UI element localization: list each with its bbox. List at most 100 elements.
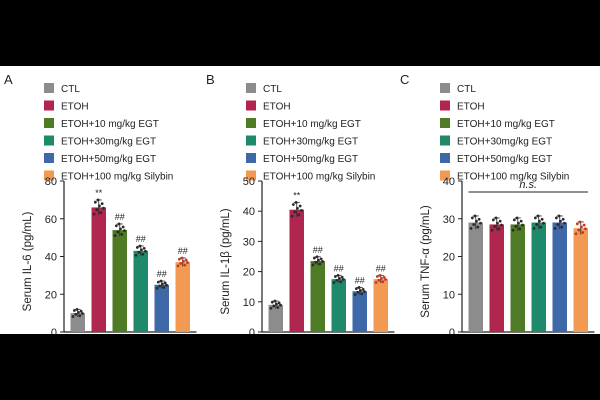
y-tick-label: 30 [443, 214, 455, 226]
panel-letter: C [400, 72, 409, 87]
data-point [378, 273, 382, 277]
data-point [473, 214, 477, 218]
data-point [382, 275, 386, 279]
legend-label: ETOH+100 mg/kg Silybin [457, 172, 569, 183]
data-point [338, 276, 341, 280]
data-point [554, 216, 558, 220]
data-point [117, 222, 121, 226]
y-tick-label: 40 [45, 252, 57, 264]
legend-swatch [246, 100, 256, 111]
data-point [538, 219, 541, 223]
data-point [475, 219, 478, 223]
data-point [353, 293, 357, 297]
data-point [96, 198, 100, 202]
legend-label: ETOH+30mg/kg EGT [263, 137, 358, 148]
data-point [319, 257, 323, 261]
data-point [100, 202, 104, 206]
data-point [294, 200, 298, 204]
bar [331, 279, 346, 332]
data-point [74, 312, 78, 316]
data-point [533, 216, 537, 220]
y-tick-label: 0 [249, 327, 255, 334]
data-point [479, 221, 482, 225]
data-point [354, 287, 358, 290]
data-point [574, 232, 578, 236]
data-point [138, 244, 142, 248]
data-point [114, 224, 118, 228]
legend-swatch [44, 135, 54, 146]
data-point [116, 230, 120, 234]
y-tick-label: 0 [51, 327, 57, 334]
legend-label: ETOH+10 mg/kg EGT [457, 119, 555, 130]
data-point [119, 227, 122, 231]
panel-a: A CTL ETOH ETOH+10 mg/kg EGT ETOH+30mg/kg EG… [4, 72, 197, 334]
legend-label: CTL [61, 84, 80, 95]
data-point [321, 260, 324, 263]
y-tick-label: 50 [243, 176, 255, 188]
y-tick-label: 80 [45, 176, 57, 188]
y-tick-label: 10 [443, 289, 455, 301]
data-point [293, 210, 297, 214]
legend-swatch [440, 170, 450, 181]
legend-label: ETOH+30mg/kg EGT [457, 137, 552, 148]
data-point [142, 247, 146, 250]
data-point [273, 299, 277, 303]
data-point [359, 289, 362, 292]
data-point [561, 217, 565, 221]
data-point [113, 234, 117, 237]
legend-swatch [440, 100, 450, 111]
legend-swatch [440, 153, 450, 163]
data-point [275, 302, 278, 306]
data-point [137, 250, 141, 254]
data-point [356, 290, 360, 294]
data-point [340, 275, 344, 279]
bar [268, 304, 283, 332]
data-point [98, 204, 101, 208]
data-point [102, 206, 105, 210]
data-point [490, 228, 494, 232]
data-point [92, 212, 96, 216]
data-point [279, 303, 282, 307]
data-point [380, 276, 383, 280]
data-point [332, 281, 336, 284]
y-tick-label: 20 [45, 289, 57, 301]
data-point [141, 252, 145, 256]
y-tick-label: 20 [243, 267, 255, 279]
data-point [336, 273, 340, 277]
data-point [374, 281, 378, 284]
y-tick-label: 20 [443, 252, 455, 264]
data-point [519, 219, 523, 223]
legend-swatch [246, 118, 256, 128]
legend-label: ETOH+10 mg/kg EGT [61, 119, 159, 130]
legend-swatch [246, 153, 256, 163]
y-axis-label: Serum IL-6 (pg/mL) [22, 211, 34, 311]
data-point [575, 222, 579, 226]
data-point [381, 280, 385, 284]
bar [510, 224, 525, 332]
data-point [557, 214, 561, 218]
data-point [176, 264, 180, 268]
legend-swatch [44, 118, 54, 128]
data-point [296, 206, 299, 210]
legend-swatch [440, 118, 450, 128]
data-point [511, 228, 515, 232]
data-point [363, 290, 366, 294]
data-point [498, 219, 502, 223]
y-tick-label: 30 [243, 236, 255, 248]
data-point [71, 315, 75, 318]
data-point [75, 307, 79, 311]
bar [531, 222, 546, 332]
data-point [535, 223, 539, 226]
data-point [315, 255, 319, 259]
panel-letter: A [4, 72, 13, 87]
legend-swatch [246, 135, 256, 146]
data-point [291, 203, 295, 206]
data-point [491, 218, 495, 222]
data-point [276, 306, 280, 309]
data-point [578, 220, 582, 224]
chart-figure: A CTL ETOH ETOH+10 mg/kg EGT ETOH+30mg/kg EG… [4, 72, 595, 334]
legend-swatch [44, 170, 54, 181]
legend-label: ETOH+10 mg/kg EGT [263, 119, 361, 130]
data-point [155, 286, 159, 290]
bar [352, 291, 367, 332]
